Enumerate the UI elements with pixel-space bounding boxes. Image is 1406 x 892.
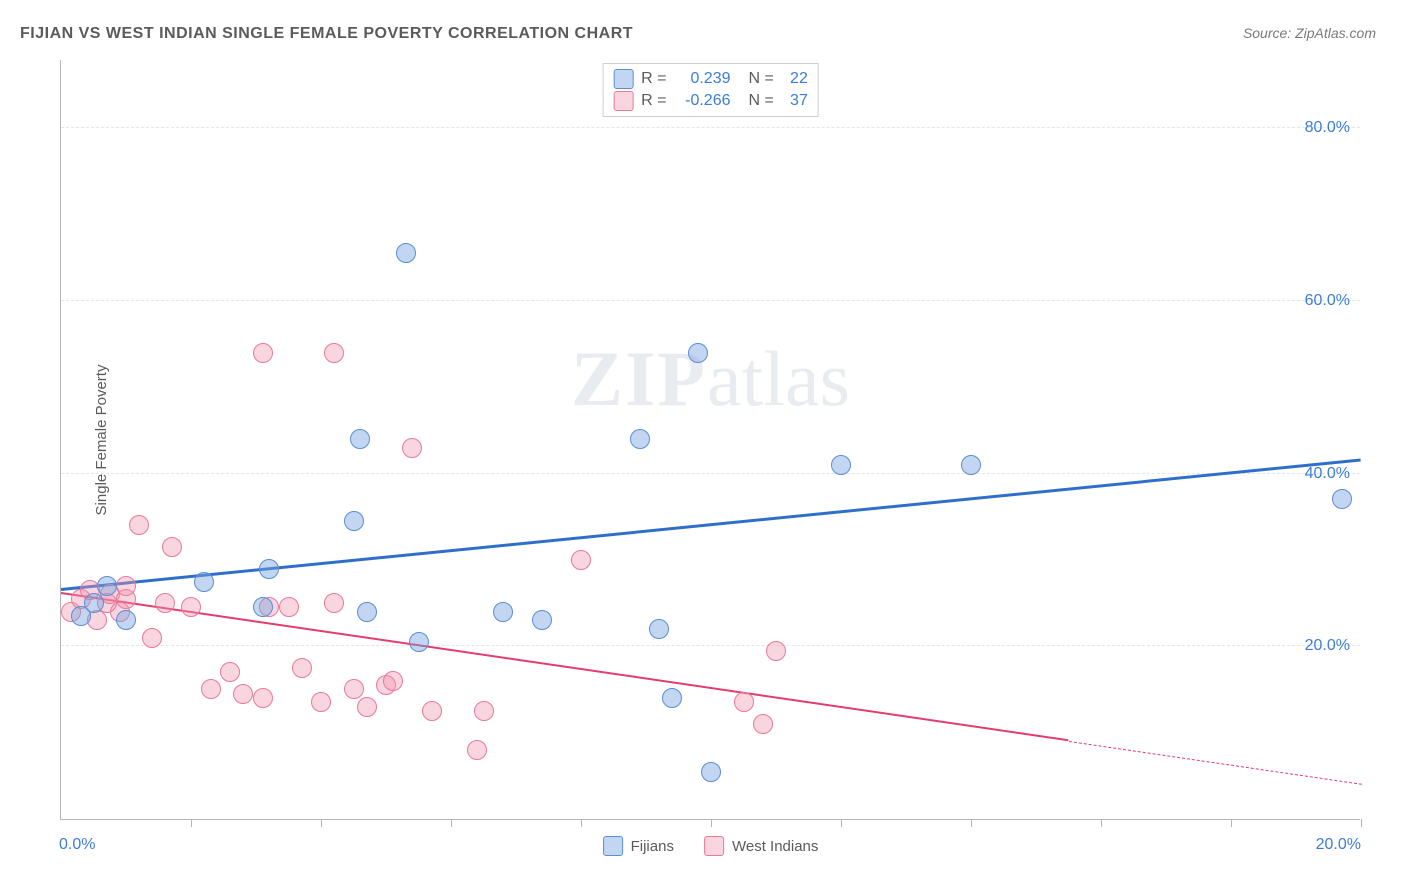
r-value-fijians: 0.239 <box>675 70 731 88</box>
x-tick-label: 20.0% <box>1316 836 1361 854</box>
trend-line <box>1068 741 1361 785</box>
data-point <box>350 429 370 449</box>
watermark: ZIPatlas <box>571 334 850 424</box>
stats-row-westindians: R = -0.266 N = 37 <box>613 90 808 112</box>
data-point <box>422 701 442 721</box>
watermark-zip: ZIP <box>571 335 707 422</box>
legend-swatch-westindians <box>704 836 724 856</box>
n-label: N = <box>749 92 774 110</box>
data-point <box>467 740 487 760</box>
data-point <box>961 455 981 475</box>
x-tick-label: 0.0% <box>59 836 95 854</box>
data-point <box>181 597 201 617</box>
x-tick <box>581 819 582 827</box>
swatch-westindians <box>613 91 633 111</box>
data-point <box>493 602 513 622</box>
data-point <box>311 692 331 712</box>
n-value-westindians: 37 <box>782 92 808 110</box>
data-point <box>279 597 299 617</box>
data-point <box>142 628 162 648</box>
data-point <box>831 455 851 475</box>
gridline <box>61 127 1360 128</box>
data-point <box>630 429 650 449</box>
chart-title: FIJIAN VS WEST INDIAN SINGLE FEMALE POVE… <box>20 25 633 43</box>
data-point <box>474 701 494 721</box>
data-point <box>162 537 182 557</box>
x-tick <box>1101 819 1102 827</box>
data-point <box>357 697 377 717</box>
data-point <box>116 610 136 630</box>
source-attribution: Source: ZipAtlas.com <box>1243 25 1376 41</box>
trend-line <box>61 592 1069 741</box>
n-label: N = <box>749 70 774 88</box>
chart-container: FIJIAN VS WEST INDIAN SINGLE FEMALE POVE… <box>10 10 1396 882</box>
correlation-stats-box: R = 0.239 N = 22 R = -0.266 N = 37 <box>602 63 819 117</box>
x-tick <box>1361 819 1362 827</box>
data-point <box>253 688 273 708</box>
data-point <box>344 511 364 531</box>
n-value-fijians: 22 <box>782 70 808 88</box>
watermark-atlas: atlas <box>707 335 850 422</box>
y-tick-label: 40.0% <box>1305 465 1350 483</box>
data-point <box>324 343 344 363</box>
gridline <box>61 300 1360 301</box>
legend-label-westindians: West Indians <box>732 838 818 855</box>
r-value-westindians: -0.266 <box>675 92 731 110</box>
data-point <box>532 610 552 630</box>
data-point <box>344 679 364 699</box>
r-label: R = <box>641 92 666 110</box>
data-point <box>766 641 786 661</box>
legend-swatch-fijians <box>603 836 623 856</box>
x-tick <box>451 819 452 827</box>
x-tick <box>841 819 842 827</box>
legend-item-fijians: Fijians <box>603 836 674 856</box>
data-point <box>233 684 253 704</box>
data-point <box>220 662 240 682</box>
data-point <box>1332 489 1352 509</box>
x-tick <box>711 819 712 827</box>
data-point <box>155 593 175 613</box>
data-point <box>97 576 117 596</box>
stats-row-fijians: R = 0.239 N = 22 <box>613 68 808 90</box>
x-tick <box>971 819 972 827</box>
data-point <box>324 593 344 613</box>
data-point <box>662 688 682 708</box>
data-point <box>84 593 104 613</box>
data-point <box>402 438 422 458</box>
x-tick <box>1231 819 1232 827</box>
data-point <box>753 714 773 734</box>
data-point <box>259 559 279 579</box>
data-point <box>409 632 429 652</box>
bottom-legend: Fijians West Indians <box>603 836 819 856</box>
swatch-fijians <box>613 69 633 89</box>
data-point <box>129 515 149 535</box>
data-point <box>116 576 136 596</box>
data-point <box>357 602 377 622</box>
r-label: R = <box>641 70 666 88</box>
y-tick-label: 80.0% <box>1305 119 1350 137</box>
data-point <box>734 692 754 712</box>
x-tick <box>321 819 322 827</box>
data-point <box>253 597 273 617</box>
legend-label-fijians: Fijians <box>631 838 674 855</box>
data-point <box>701 762 721 782</box>
data-point <box>383 671 403 691</box>
legend-item-westindians: West Indians <box>704 836 818 856</box>
data-point <box>194 572 214 592</box>
data-point <box>253 343 273 363</box>
y-axis-title: Single Female Poverty <box>93 364 110 515</box>
trend-line <box>61 458 1361 590</box>
gridline <box>61 645 1360 646</box>
y-tick-label: 60.0% <box>1305 292 1350 310</box>
data-point <box>396 243 416 263</box>
data-point <box>201 679 221 699</box>
data-point <box>649 619 669 639</box>
gridline <box>61 473 1360 474</box>
y-tick-label: 20.0% <box>1305 637 1350 655</box>
data-point <box>571 550 591 570</box>
data-point <box>292 658 312 678</box>
x-tick <box>191 819 192 827</box>
plot-area: Single Female Poverty ZIPatlas R = 0.239… <box>60 60 1360 820</box>
data-point <box>688 343 708 363</box>
